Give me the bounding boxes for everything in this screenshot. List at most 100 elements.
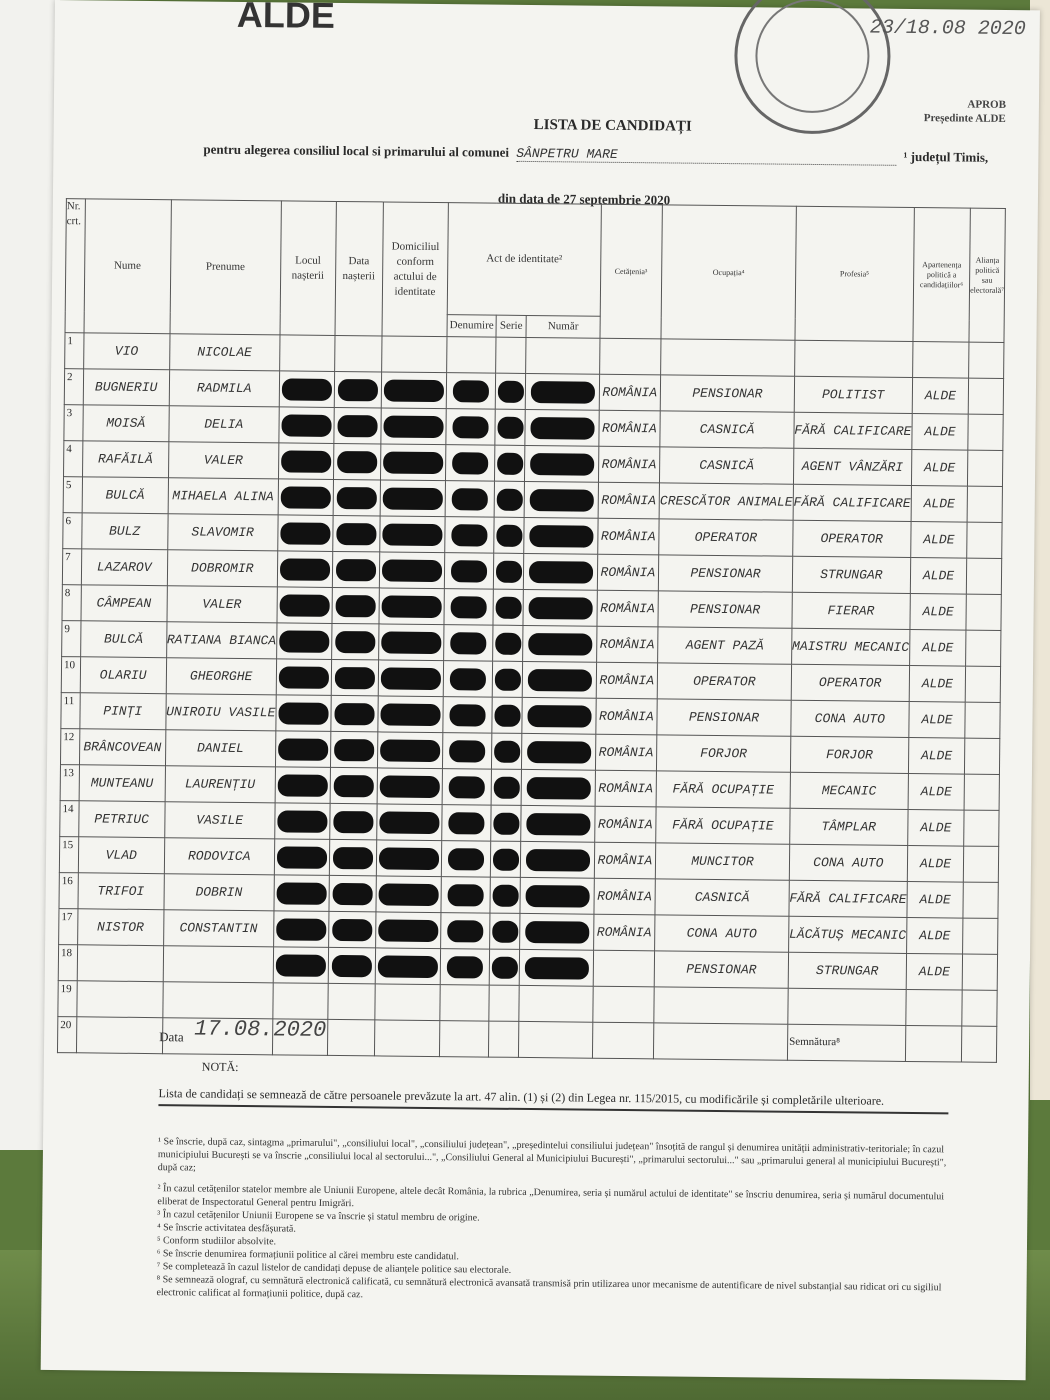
cell-redacted [377,731,444,769]
cell-redacted [277,550,333,588]
document-subtitle: pentru alegerea consiliul local si prima… [203,142,1003,167]
redaction-mark [528,524,594,548]
footnote: ¹ Se înscrie, după caz, sintagma „primar… [157,1136,947,1174]
cell-redacted [380,443,447,481]
redaction-mark [495,596,522,619]
cell-cetatenia: România [596,626,659,663]
redaction-mark [529,488,594,512]
cell-prenume: Nicolae [169,333,280,371]
cell-redacted [490,769,522,806]
cell-cetatenia: România [594,806,657,843]
cell-redacted [380,371,447,409]
row-number: 1 [64,332,84,369]
redaction-mark [379,810,440,834]
redaction-mark [378,882,439,906]
row-number: 7 [62,548,82,585]
col-alianta: Alianța politică sau electorală⁷ [969,208,1006,343]
cell-apartenenta: ALDE [906,917,964,955]
cell-redacted [518,1021,593,1059]
cell-cetatenia: România [598,410,661,447]
cell-profesia: Fără calificare [792,484,912,522]
redaction-mark [528,596,593,620]
redaction-mark [494,668,521,691]
cell-prenume: Valer [168,441,279,479]
redaction-mark [280,521,331,545]
redaction-mark [493,740,520,763]
cell-alianta [967,486,1003,523]
cell-nume: Bugneriu [83,368,170,406]
cell-redacted [444,588,494,626]
cell-redacted [440,948,490,986]
redaction-mark [496,452,523,475]
cell-cetatenia: România [595,734,657,771]
cell-redacted [331,551,380,588]
cell-redacted [276,586,332,624]
cell-alianta [968,342,1004,379]
redaction-mark [526,776,591,800]
cell-alianta [965,666,1001,703]
candidates-table: Nr. crt. Nume Prenume Locul nașterii Dat… [57,198,1006,1063]
cell-redacted [330,695,378,732]
cell-redacted [444,552,494,590]
table-body: 1 Vio Nicolae 2 Bugneriu Radmila România Pensio… [57,332,1004,1063]
cell-alianta [963,810,1000,847]
cell-redacted [488,949,521,986]
cell-nume [76,980,163,1018]
cell-redacted [277,478,334,516]
cell-nume: Bulcă [81,476,169,514]
cell-alianta [964,774,1000,811]
cell-redacted [374,947,441,985]
cell-redacted [493,553,525,590]
redaction-mark [380,702,441,726]
cell-redacted [333,407,381,444]
cell-profesia: Cona auto [789,844,908,882]
col-act-identitate: Act de identitate² [447,202,601,317]
cell-redacted [525,373,600,411]
cell-alianta [962,954,998,991]
cell-profesia: Fără calificare [793,412,913,450]
col-numar: Număr [526,315,600,339]
cell-nume: Nistor [77,908,164,946]
redaction-mark [524,956,589,980]
cell-redacted [328,875,377,912]
cell-redacted [377,659,444,697]
cell-prenume: Uniroiu Vasile [165,693,277,731]
redaction-mark [380,666,442,690]
redaction-mark [497,380,524,403]
col-prenume: Prenume [169,199,282,335]
cell-redacted [279,334,335,372]
row-number: 11 [60,692,81,729]
redaction-mark [334,666,375,689]
cell-apartenenta [905,1025,962,1063]
cell-redacted [494,409,526,446]
cell-prenume: Dobrin [163,873,275,911]
cell-redacted [379,515,446,553]
cell-nume: Munteanu [78,764,166,802]
cell-profesia: Fără calificare [788,880,908,918]
cell-ocupatia [653,986,788,1025]
redaction-mark [278,701,329,725]
redaction-mark [452,451,489,475]
cell-apartenenta: ALDE [908,737,965,775]
cell-redacted [492,589,524,626]
cell-redacted [334,335,382,372]
redaction-mark [525,812,591,836]
cell-cetatenia: România [597,518,660,555]
approve-label: APROB [967,98,1007,111]
cell-ocupatia: Fără ocupație [656,770,791,809]
cell-cetatenia: România [595,698,658,735]
nota-heading: NOTĂ: [201,1059,239,1074]
redaction-mark [527,668,592,692]
redaction-mark [378,918,439,942]
cell-ocupatia: Crescător animale [659,482,794,521]
row-number: 15 [59,836,79,873]
cell-redacted [488,1021,520,1058]
cell-ocupatia [660,338,795,377]
cell-prenume: Valer [166,585,278,623]
cell-redacted [330,659,379,696]
cell-alianta [967,414,1004,451]
cell-redacted [375,875,442,913]
cell-redacted [277,514,333,552]
cell-apartenenta [912,341,970,379]
redaction-mark [332,810,374,833]
